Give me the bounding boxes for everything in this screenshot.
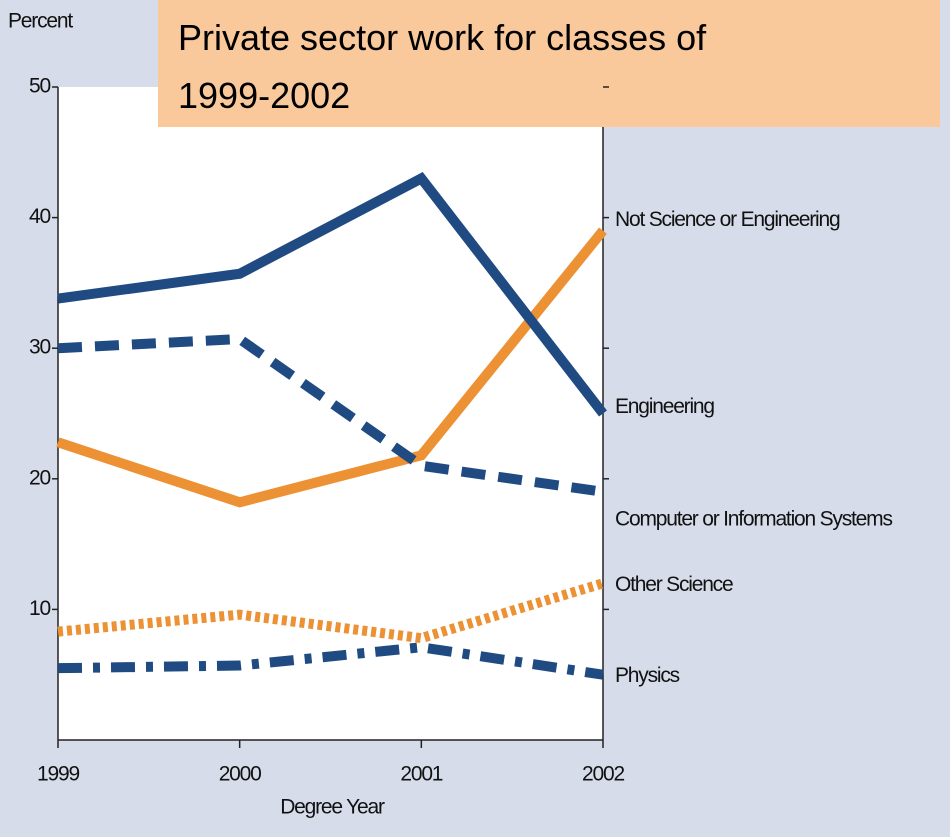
series-label: Engineering bbox=[615, 395, 714, 418]
series-label: Physics bbox=[615, 664, 680, 687]
series-label: Computer or Information Systems bbox=[615, 507, 892, 530]
series-label: Other Science bbox=[615, 573, 733, 596]
series-label: Not Science or Engineering bbox=[615, 208, 840, 231]
x-tick-label: 2000 bbox=[219, 763, 261, 786]
chart-title: Private sector work for classes of 1999-2… bbox=[178, 17, 707, 116]
series-line bbox=[56, 227, 607, 508]
title-line: 1999-2002 bbox=[178, 75, 350, 116]
y-axis-label: Percent bbox=[8, 10, 73, 33]
series-line bbox=[57, 642, 604, 680]
title-box bbox=[158, 0, 940, 127]
x-tick-label: 2001 bbox=[400, 763, 442, 786]
y-tick-label: 10 bbox=[29, 597, 50, 620]
x-tick-label: 1999 bbox=[37, 763, 79, 786]
y-tick-label: 50 bbox=[29, 75, 50, 98]
series-line bbox=[57, 578, 605, 644]
y-tick-label: 20 bbox=[29, 466, 50, 489]
marks bbox=[56, 172, 607, 680]
y-tick-label: 30 bbox=[29, 336, 50, 359]
x-tick-label: 2002 bbox=[582, 763, 624, 786]
series-line bbox=[57, 333, 604, 497]
x-axis-label: Degree Year bbox=[280, 796, 385, 819]
title-line: Private sector work for classes of bbox=[178, 17, 707, 58]
series-line bbox=[57, 172, 607, 417]
plot-area bbox=[58, 87, 603, 740]
y-tick-label: 40 bbox=[29, 205, 50, 228]
